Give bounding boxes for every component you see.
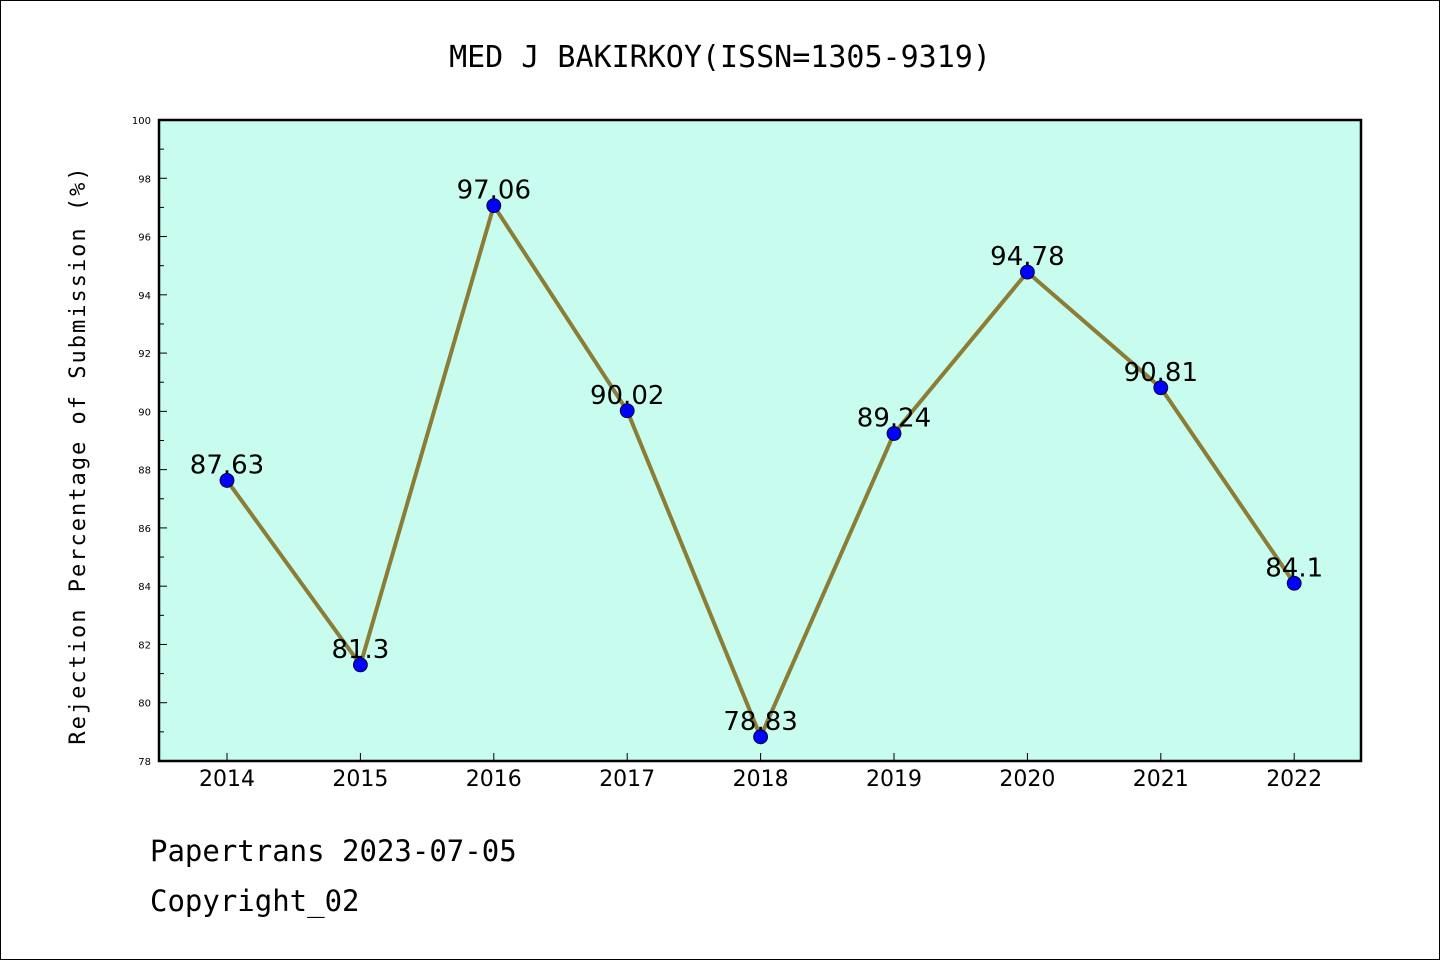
x-tick-label: 2019 [866, 767, 922, 792]
x-tick-label: 2022 [1266, 767, 1322, 792]
y-tick-label: 98 [138, 174, 151, 185]
data-label: 97.06 [457, 176, 531, 206]
y-tick-label: 82 [138, 640, 151, 651]
data-point [219, 473, 235, 488]
data-label: 90.81 [1124, 358, 1198, 388]
y-tick-label: 94 [138, 291, 151, 302]
series-layer [219, 198, 1302, 745]
data-label: 81.3 [331, 635, 389, 665]
x-tick-label: 2020 [999, 767, 1055, 792]
chart-title: MED J BAKIRKOY(ISSN=1305-9319) [449, 40, 991, 75]
plot-area [159, 120, 1361, 761]
x-tick-label: 2015 [332, 767, 388, 792]
data-point [486, 198, 502, 214]
data-point [1286, 575, 1302, 591]
y-tick-label: 80 [138, 699, 151, 710]
x-axis: 2014 2015 2016 2017 2018 2019 2020 2021 2022 [199, 753, 1322, 792]
plot-border [157, 118, 1363, 763]
data-point [1153, 380, 1169, 396]
y-axis-label: Rejection Percentage of Submission (%) [66, 165, 91, 744]
data-point [619, 403, 635, 419]
data-label: 90.02 [590, 381, 664, 411]
y-tick-label: 86 [138, 524, 151, 535]
x-tick-label: 2018 [733, 767, 789, 792]
y-tick-label: 78 [138, 757, 151, 768]
x-tick-label: 2017 [599, 767, 655, 792]
y-tick-label: 100 [132, 116, 151, 127]
y-tick-label: 84 [138, 582, 151, 593]
data-label: 87.63 [190, 450, 264, 480]
x-tick-label: 2016 [466, 767, 522, 792]
data-point [753, 729, 768, 745]
y-tick-label: 92 [138, 349, 151, 360]
y-tick-label: 88 [138, 466, 151, 477]
data-point [886, 426, 902, 441]
data-point [352, 657, 368, 673]
footer-date: Papertrans 2023-07-05 [150, 834, 517, 868]
x-tick-label: 2021 [1133, 767, 1189, 792]
data-point [1020, 264, 1035, 280]
y-tick-label: 90 [138, 407, 151, 418]
data-label: 89.24 [857, 404, 931, 434]
data-label: 94.78 [990, 242, 1064, 272]
data-label: 78.83 [723, 707, 797, 737]
data-labels: 87.63 81.3 97.06 90.02 78.83 89.24 94.78 90.81 8… [190, 176, 1323, 737]
data-label: 84.1 [1265, 553, 1323, 583]
footer-copyright: Copyright_02 [150, 884, 360, 918]
y-tick-label: 96 [138, 233, 151, 244]
x-tick-label: 2014 [199, 767, 255, 792]
